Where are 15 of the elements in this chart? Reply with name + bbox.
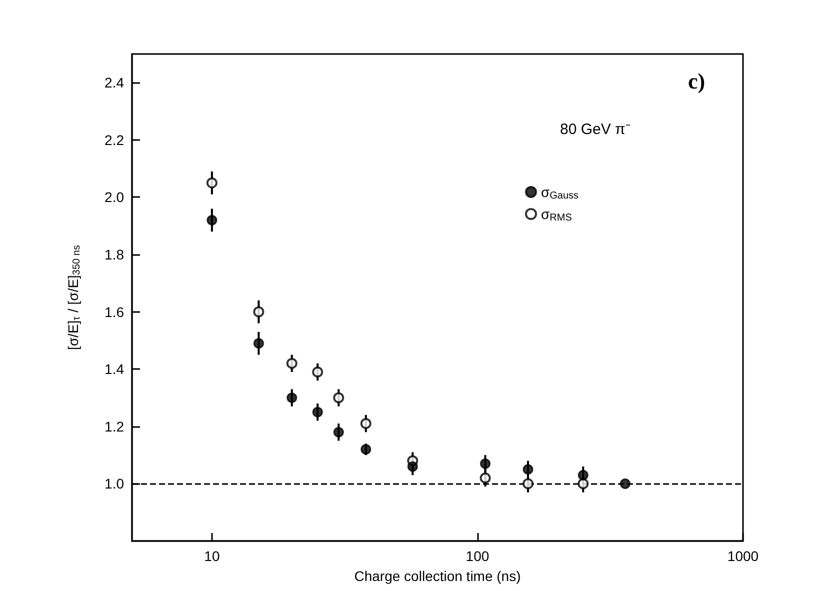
y-tick-label: 2.0 <box>104 189 124 206</box>
annotation: c) <box>688 68 706 94</box>
y-axis-title: [σ/E]τ / [σ/E]350 ns <box>65 245 82 350</box>
annotation: 80 GeV π⁻ <box>560 121 630 138</box>
x-tick-label: 1000 <box>727 548 759 564</box>
y-tick-label: 2.2 <box>104 132 124 148</box>
x-tick-label: 100 <box>466 548 490 564</box>
y-tick-label: 1.0 <box>104 476 124 492</box>
y-tick-label: 1.2 <box>104 418 124 434</box>
y-tick-label: 2.4 <box>104 74 124 91</box>
y-tick-label: 1.8 <box>104 246 124 263</box>
x-tick-label: 10 <box>204 548 220 564</box>
x-axis-title: Charge collection time (ns) <box>354 568 521 584</box>
y-tick-label: 1.4 <box>104 361 124 378</box>
y-tick-label: 1.6 <box>104 304 124 320</box>
